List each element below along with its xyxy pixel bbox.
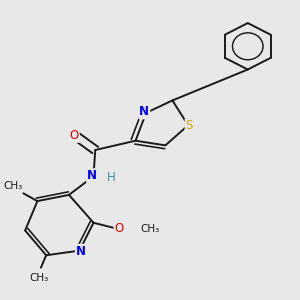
- Text: CH₃: CH₃: [29, 274, 49, 284]
- Text: N: N: [139, 105, 149, 119]
- Text: CH₃: CH₃: [141, 224, 160, 234]
- Text: N: N: [87, 169, 97, 182]
- Text: O: O: [70, 129, 79, 142]
- Text: H: H: [107, 171, 116, 184]
- Text: CH₃: CH₃: [3, 181, 22, 191]
- Text: S: S: [185, 119, 193, 132]
- Text: N: N: [76, 245, 86, 258]
- Text: O: O: [115, 222, 124, 235]
